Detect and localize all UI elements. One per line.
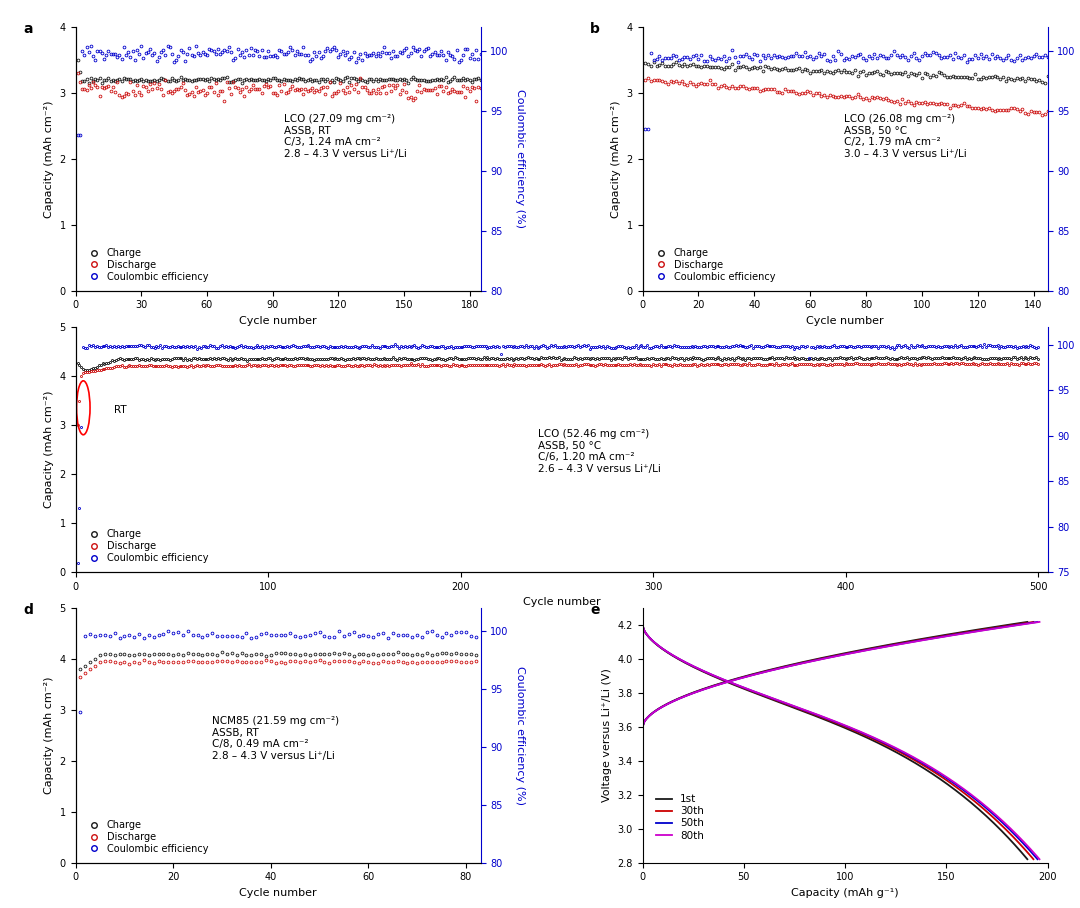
Line: 80th: 80th [643,622,1039,727]
80th [873,643,886,654]
X-axis label: Cycle number: Cycle number [523,597,600,607]
1st [636,722,649,733]
30th [867,643,880,654]
Legend: Charge, Discharge, Coulombic efficiency: Charge, Discharge, Coulombic efficiency [81,816,212,858]
Y-axis label: Voltage versus Li⁺/Li (V): Voltage versus Li⁺/Li (V) [602,668,612,803]
80th [637,717,650,728]
30th [636,722,649,733]
30th [868,643,881,654]
Text: e: e [590,603,599,617]
Text: LCO (52.46 mg cm⁻²)
ASSB, 50 °C
C/6, 1.20 mA cm⁻²
2.6 – 4.3 V versus Li⁺/Li: LCO (52.46 mg cm⁻²) ASSB, 50 °C C/6, 1.2… [538,429,660,474]
X-axis label: Cycle number: Cycle number [240,316,316,326]
80th [872,643,885,654]
Text: NCM85 (21.59 mg cm⁻²)
ASSB, RT
C/8, 0.49 mA cm⁻²
2.8 – 4.3 V versus Li⁺/Li: NCM85 (21.59 mg cm⁻²) ASSB, RT C/8, 0.49… [213,716,339,761]
1st [985,622,998,633]
Legend: Charge, Discharge, Coulombic efficiency: Charge, Discharge, Coulombic efficiency [81,244,212,286]
Y-axis label: Coulombic efficiency (%): Coulombic efficiency (%) [515,666,525,805]
30th [966,626,978,637]
80th [1032,617,1045,627]
Text: RT: RT [114,405,126,415]
80th [971,626,984,637]
50th [637,717,650,728]
50th [1031,617,1044,627]
80th [996,622,1009,633]
Y-axis label: Coulombic efficiency (%): Coulombic efficiency (%) [515,89,525,229]
1st [865,643,878,654]
1st [864,643,877,654]
50th [636,722,649,733]
Legend: Charge, Discharge, Coulombic efficiency: Charge, Discharge, Coulombic efficiency [648,244,779,286]
80th [879,641,892,652]
50th [994,622,1007,633]
30th [875,641,888,652]
X-axis label: Capacity (mAh g⁻¹): Capacity (mAh g⁻¹) [792,888,899,898]
Y-axis label: Capacity (mAh cm⁻²): Capacity (mAh cm⁻²) [611,100,621,218]
Text: LCO (26.08 mg cm⁻²)
ASSB, 50 °C
C/2, 1.79 mA cm⁻²
3.0 – 4.3 V versus Li⁺/Li: LCO (26.08 mg cm⁻²) ASSB, 50 °C C/2, 1.7… [843,114,967,159]
Y-axis label: Capacity (mAh cm⁻²): Capacity (mAh cm⁻²) [44,676,54,794]
Line: 1st: 1st [643,622,1027,727]
Text: d: d [23,603,32,617]
50th [969,626,982,637]
X-axis label: Cycle number: Cycle number [807,316,883,326]
Line: 50th: 50th [643,622,1038,727]
1st [872,641,885,652]
30th [637,717,650,728]
Legend: 1st, 30th, 50th, 80th: 1st, 30th, 50th, 80th [652,790,708,844]
Legend: Charge, Discharge, Coulombic efficiency: Charge, Discharge, Coulombic efficiency [81,526,212,568]
Text: a: a [23,22,32,36]
50th [878,641,891,652]
1st [1021,617,1034,627]
30th [1027,617,1040,627]
X-axis label: Cycle number: Cycle number [240,888,316,898]
50th [869,643,882,654]
Line: 30th: 30th [643,622,1034,727]
50th [872,643,885,654]
30th [990,622,1003,633]
1st [960,626,973,637]
Text: LCO (27.09 mg cm⁻²)
ASSB, RT
C/3, 1.24 mA cm⁻²
2.8 – 4.3 V versus Li⁺/Li: LCO (27.09 mg cm⁻²) ASSB, RT C/3, 1.24 m… [284,114,406,159]
1st [637,717,650,728]
Y-axis label: Capacity (mAh cm⁻²): Capacity (mAh cm⁻²) [44,390,54,508]
80th [636,722,649,733]
Text: b: b [590,22,599,36]
Y-axis label: Capacity (mAh cm⁻²): Capacity (mAh cm⁻²) [44,100,54,218]
